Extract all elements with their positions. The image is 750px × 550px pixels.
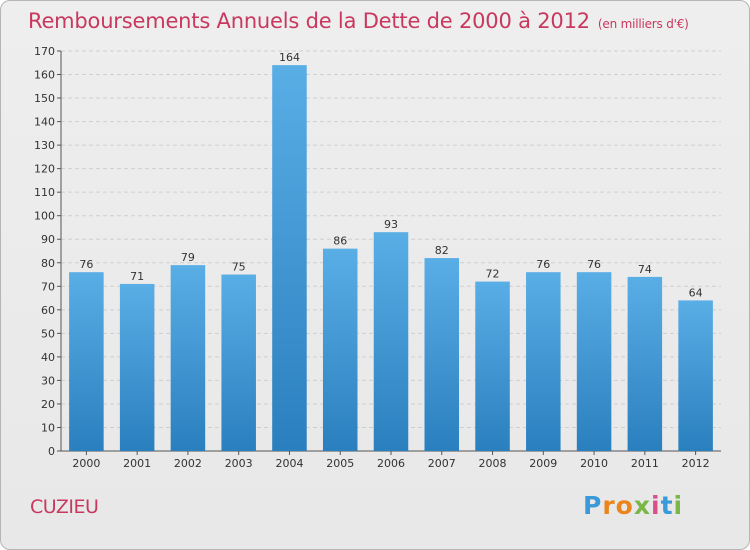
data-label: 76 bbox=[587, 258, 601, 271]
y-tick-label: 110 bbox=[34, 186, 55, 199]
data-label: 75 bbox=[232, 261, 246, 274]
logo-letter: i bbox=[651, 491, 661, 520]
data-label: 72 bbox=[486, 268, 500, 281]
data-label: 71 bbox=[130, 270, 144, 283]
data-label: 93 bbox=[384, 218, 398, 231]
y-tick-label: 30 bbox=[41, 374, 55, 387]
y-tick-label: 170 bbox=[34, 45, 55, 58]
x-tick-label: 2001 bbox=[123, 457, 151, 470]
chart-title: Remboursements Annuels de la Dette de 20… bbox=[28, 9, 689, 33]
bar-2008 bbox=[475, 281, 510, 451]
bar-2010 bbox=[576, 272, 612, 451]
x-tick-label: 2003 bbox=[225, 457, 253, 470]
logo-letter: x bbox=[633, 491, 651, 520]
x-tick-label: 2010 bbox=[580, 457, 608, 470]
bar-2000 bbox=[69, 272, 104, 451]
bar-2003 bbox=[221, 274, 256, 451]
bar-2011 bbox=[627, 276, 663, 451]
commune-name: CUZIEU bbox=[30, 496, 99, 518]
data-label: 76 bbox=[536, 258, 550, 271]
y-tick-label: 100 bbox=[34, 210, 55, 223]
bar-2002 bbox=[170, 265, 206, 451]
y-tick-label: 20 bbox=[41, 398, 55, 411]
chart-title-text: Remboursements Annuels de la Dette de 20… bbox=[28, 9, 590, 33]
data-label: 76 bbox=[79, 258, 93, 271]
logo-letter: t bbox=[660, 491, 674, 520]
x-tick-label: 2004 bbox=[275, 457, 303, 470]
bar-2001 bbox=[119, 283, 155, 451]
logo-letter: i bbox=[673, 491, 684, 520]
y-tick-label: 140 bbox=[34, 116, 55, 129]
data-label: 164 bbox=[279, 51, 300, 64]
y-tick-label: 130 bbox=[34, 139, 55, 152]
y-tick-label: 40 bbox=[41, 351, 55, 364]
x-tick-label: 2011 bbox=[631, 457, 659, 470]
y-tick-label: 150 bbox=[34, 92, 55, 105]
y-tick-label: 160 bbox=[34, 69, 55, 82]
y-tick-label: 10 bbox=[41, 421, 55, 434]
chart-subtitle: (en milliers d'€) bbox=[597, 17, 689, 31]
bar-2005 bbox=[322, 248, 358, 451]
x-tick-label: 2008 bbox=[479, 457, 507, 470]
data-label: 74 bbox=[638, 263, 652, 276]
x-tick-label: 2002 bbox=[174, 457, 202, 470]
logo-letter: r bbox=[602, 491, 616, 520]
x-tick-label: 2000 bbox=[72, 457, 100, 470]
bar-2009 bbox=[526, 272, 561, 451]
y-tick-label: 80 bbox=[41, 257, 55, 270]
data-label: 64 bbox=[689, 286, 703, 299]
y-tick-label: 60 bbox=[41, 304, 55, 317]
y-tick-label: 70 bbox=[41, 280, 55, 293]
bar-2012 bbox=[678, 300, 713, 451]
y-tick-label: 90 bbox=[41, 233, 55, 246]
x-tick-label: 2007 bbox=[428, 457, 456, 470]
bar-2006 bbox=[373, 232, 409, 451]
data-label: 82 bbox=[435, 244, 449, 257]
data-label: 79 bbox=[181, 251, 195, 264]
x-tick-label: 2012 bbox=[682, 457, 710, 470]
bar-2007 bbox=[424, 258, 460, 451]
y-tick-label: 50 bbox=[41, 327, 55, 340]
x-tick-label: 2006 bbox=[377, 457, 405, 470]
y-tick-label: 0 bbox=[48, 445, 55, 458]
proxiti-logo: Proxiti bbox=[583, 491, 683, 520]
x-tick-label: 2009 bbox=[529, 457, 557, 470]
x-tick-label: 2005 bbox=[326, 457, 354, 470]
data-label: 86 bbox=[333, 235, 347, 248]
logo-letter: P bbox=[583, 491, 603, 520]
y-tick-label: 120 bbox=[34, 163, 55, 176]
logo-letter: o bbox=[615, 491, 634, 520]
bar-2004 bbox=[272, 65, 307, 451]
